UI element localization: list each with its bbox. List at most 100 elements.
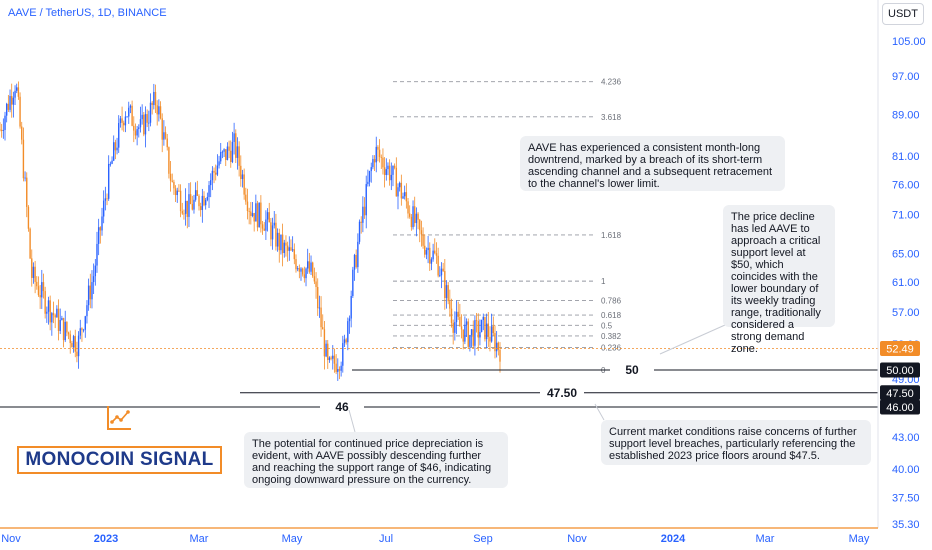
candle-body (47, 300, 50, 312)
candle-body (365, 184, 367, 216)
candle-body (123, 122, 125, 126)
candle-body (168, 147, 170, 174)
x-tick-label: Mar (756, 533, 775, 545)
candle-body (148, 122, 150, 124)
candle-body (350, 295, 352, 319)
candle-body (410, 216, 413, 228)
candle-body (256, 203, 259, 228)
y-tick-label: 57.00 (892, 307, 920, 319)
candle-body (204, 199, 207, 206)
candle-body (429, 247, 431, 264)
y-tick-label: 89.00 (892, 109, 920, 121)
candle-body (385, 169, 387, 175)
candle-body (86, 305, 88, 317)
candle-body (434, 250, 436, 254)
candle-body (2, 129, 5, 131)
candle-body (196, 190, 199, 196)
y-axis[interactable]: 105.00 97.00 89.00 81.00 76.00 71.00 65.00 61.0… (877, 0, 926, 531)
candle-body (223, 149, 225, 152)
candle-body (178, 190, 180, 192)
candle-body (280, 234, 282, 251)
candle-body (216, 165, 219, 175)
candle-body (449, 301, 451, 309)
candle-body (497, 342, 500, 350)
price-marker-label: 52.49 (886, 343, 914, 355)
candle-body (439, 275, 441, 277)
x-axis[interactable]: Nov 2023 Mar May Jul Sep Nov 2024 Mar May (0, 527, 878, 545)
candle-body (14, 90, 16, 98)
candle-body (79, 328, 81, 336)
fib-label: 0.618 (601, 311, 622, 320)
candle-body (179, 190, 182, 212)
candle-body (440, 268, 443, 276)
candle-body (290, 247, 292, 251)
candle-body (388, 165, 391, 181)
candle-body (382, 157, 384, 168)
candle-body (159, 106, 162, 119)
candle-body (308, 261, 311, 272)
candle-body (281, 234, 284, 254)
candle-body (450, 308, 453, 323)
candle-body (420, 230, 423, 235)
currency-button[interactable]: USDT (882, 3, 924, 25)
candle-body (337, 369, 339, 372)
candle-body (5, 103, 8, 116)
candle-body (84, 316, 86, 330)
candle-body (415, 213, 418, 224)
candle-body (235, 133, 237, 158)
candle-body (355, 254, 357, 268)
candle-body (305, 268, 307, 279)
callout-pointer (348, 409, 356, 433)
candle-body (231, 141, 234, 163)
candle-body (241, 174, 244, 180)
candle-body (300, 268, 302, 272)
candle-body (373, 159, 376, 163)
candle-body (315, 281, 317, 287)
candle-body (393, 165, 396, 168)
candle-body (387, 165, 389, 170)
candle-body (479, 332, 481, 338)
candle-body (62, 318, 65, 341)
candle-body (380, 156, 382, 158)
candle-body (184, 200, 187, 214)
candle-body (118, 123, 120, 148)
x-tick-label: May (282, 533, 303, 545)
support-label: 47.50 (547, 386, 577, 400)
candle-body (312, 262, 314, 277)
candle-body (34, 266, 36, 282)
candle-body (42, 282, 45, 292)
candle-body (106, 198, 108, 200)
candle-body (375, 146, 377, 163)
candle-body (368, 171, 371, 182)
candle-body (303, 274, 306, 279)
candle-body (442, 268, 444, 272)
candle-body (489, 336, 491, 342)
symbol-title[interactable]: AAVE / TetherUS, 1D, BINANCE (8, 7, 167, 19)
price-marker-box (880, 399, 920, 415)
candle-body (99, 227, 102, 231)
candle-body (352, 269, 354, 296)
support-label: 46 (335, 400, 349, 414)
candle-body (131, 105, 133, 126)
fib-label: 0.786 (601, 296, 622, 305)
candle-body (332, 355, 334, 359)
trend-logo-icon (107, 406, 131, 430)
candle-body (487, 323, 489, 337)
y-tick-label: 40.00 (892, 464, 920, 476)
candle-body (72, 336, 75, 348)
candle-body (169, 173, 172, 181)
candle-body (435, 253, 438, 256)
support-label-bg (320, 399, 364, 415)
fib-label: 1 (601, 277, 606, 286)
candle-body (51, 313, 53, 323)
candle-body (419, 219, 421, 231)
candle-body (260, 202, 262, 225)
support-label: 50 (625, 363, 639, 377)
candle-body (124, 116, 127, 126)
y-tick-label: 43.00 (892, 432, 920, 444)
candle-body (465, 321, 468, 325)
candle-body (372, 159, 374, 168)
candle-body (151, 102, 153, 105)
candle-body (345, 339, 347, 343)
